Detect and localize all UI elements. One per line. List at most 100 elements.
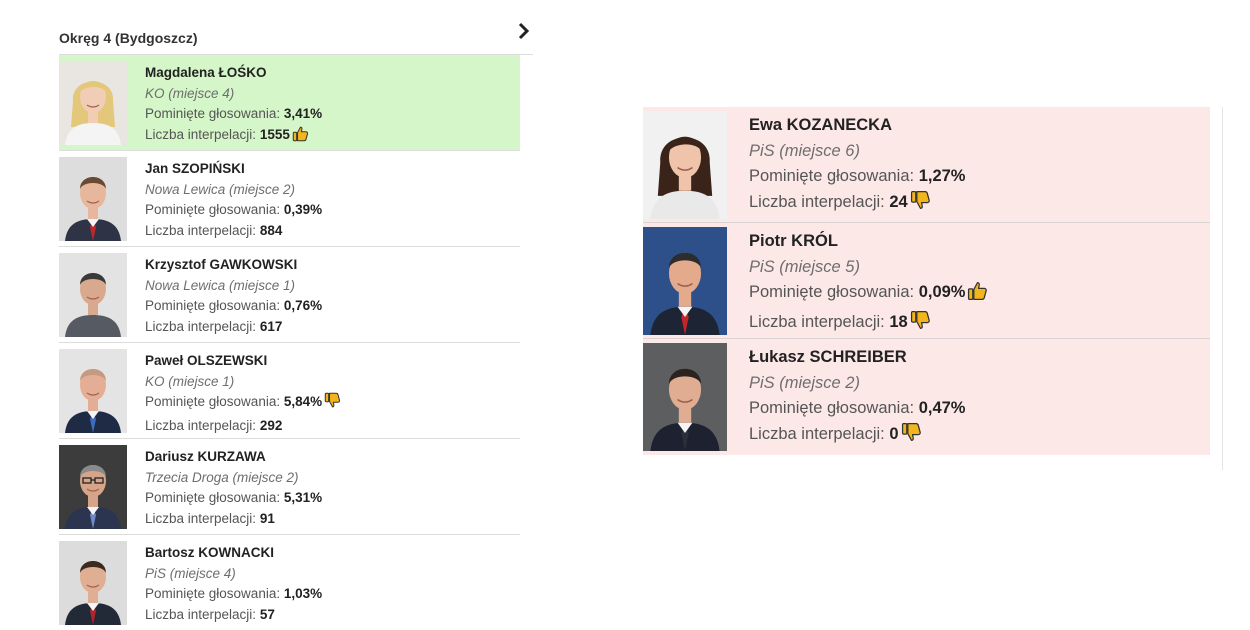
missed-votes-value: 0,39% xyxy=(283,202,323,217)
candidate-info: Paweł OLSZEWSKI KO (miejsce 1) Pominięte… xyxy=(145,351,341,436)
interpellations: Liczba interpelacji: 0 xyxy=(749,422,965,452)
candidate-photo xyxy=(59,61,127,145)
interpellations-value: 24 xyxy=(889,192,908,211)
missed-votes: Pominięte głosowania: 0,39% xyxy=(145,200,322,221)
missed-votes-value: 1,27% xyxy=(918,167,966,185)
candidate-photo xyxy=(643,227,727,335)
candidate-row[interactable]: Bartosz KOWNACKI PiS (miejsce 4) Pominię… xyxy=(59,535,520,630)
candidate-party: KO (miejsce 1) xyxy=(145,373,235,389)
candidate-row[interactable]: Krzysztof GAWKOWSKI Nowa Lewica (miejsce… xyxy=(59,247,520,343)
interpellations-value: 292 xyxy=(259,417,283,433)
candidate-name: Piotr KRÓL xyxy=(749,232,838,250)
interpellations: Liczba interpelacji: 1555 xyxy=(145,125,322,149)
candidate-photo xyxy=(59,541,127,625)
thumbs-down-icon xyxy=(324,392,341,416)
candidate-name: Krzysztof GAWKOWSKI xyxy=(145,257,298,272)
left-panel: Okręg 4 (Bydgoszcz) Magdalena ŁOŚKO KO (… xyxy=(59,22,533,630)
missed-votes-value: 0,76% xyxy=(283,298,323,313)
missed-votes-value: 5,31% xyxy=(283,490,323,505)
candidate-name: Jan SZOPIŃSKI xyxy=(145,161,245,176)
candidate-info: Krzysztof GAWKOWSKI Nowa Lewica (miejsce… xyxy=(145,255,322,337)
missed-votes-value: 3,41% xyxy=(283,106,323,121)
candidate-photo xyxy=(59,445,127,529)
missed-votes-value: 5,84% xyxy=(283,394,323,409)
candidate-name: Dariusz KURZAWA xyxy=(145,449,266,464)
candidate-party: PiS (miejsce 4) xyxy=(145,565,236,581)
candidate-info: Jan SZOPIŃSKI Nowa Lewica (miejsce 2) Po… xyxy=(145,159,322,241)
candidate-row[interactable]: Dariusz KURZAWA Trzecia Droga (miejsce 2… xyxy=(59,439,520,535)
missed-votes: Pominięte głosowania: 5,31% xyxy=(145,488,322,509)
interpellations: Liczba interpelacji: 292 xyxy=(145,416,341,437)
interpellations-value: 1555 xyxy=(259,126,290,142)
candidate-party: PiS (miejsce 2) xyxy=(749,373,860,392)
missed-votes-label: Pominięte głosowania: xyxy=(145,586,284,601)
interpellations-label: Liczba interpelacji: xyxy=(749,424,890,443)
candidate-photo xyxy=(59,253,127,337)
missed-votes-label: Pominięte głosowania: xyxy=(145,106,284,121)
right-panel: Ewa KOZANECKA PiS (miejsce 6) Pominięte … xyxy=(643,107,1210,455)
missed-votes: Pominięte głosowania: 1,27% xyxy=(749,164,965,190)
interpellations-label: Liczba interpelacji: xyxy=(145,510,260,526)
candidate-party: KO (miejsce 4) xyxy=(145,85,235,101)
thumbs-down-icon xyxy=(901,422,922,452)
candidate-party: PiS (miejsce 6) xyxy=(749,141,860,160)
candidate-name: Paweł OLSZEWSKI xyxy=(145,353,268,368)
district-title: Okręg 4 (Bydgoszcz) xyxy=(59,30,198,46)
candidate-row[interactable]: Ewa KOZANECKA PiS (miejsce 6) Pominięte … xyxy=(643,107,1210,223)
interpellations: Liczba interpelacji: 57 xyxy=(145,605,322,626)
missed-votes-value: 1,03% xyxy=(283,586,323,601)
missed-votes-label: Pominięte głosowania: xyxy=(749,283,919,301)
thumbs-down-icon xyxy=(910,310,931,340)
candidate-info: Magdalena ŁOŚKO KO (miejsce 4) Pominięte… xyxy=(145,63,322,148)
panel-header: Okręg 4 (Bydgoszcz) xyxy=(59,22,533,55)
divider xyxy=(1222,107,1223,470)
candidate-row[interactable]: Jan SZOPIŃSKI Nowa Lewica (miejsce 2) Po… xyxy=(59,151,520,247)
candidate-info: Dariusz KURZAWA Trzecia Droga (miejsce 2… xyxy=(145,447,322,529)
candidate-party: Trzecia Droga (miejsce 2) xyxy=(145,469,299,485)
interpellations: Liczba interpelacji: 91 xyxy=(145,509,322,530)
missed-votes-label: Pominięte głosowania: xyxy=(145,298,284,313)
interpellations-label: Liczba interpelacji: xyxy=(749,312,890,331)
candidate-info: Piotr KRÓL PiS (miejsce 5) Pominięte gło… xyxy=(749,229,988,339)
candidate-list-left: Magdalena ŁOŚKO KO (miejsce 4) Pominięte… xyxy=(59,55,520,630)
candidate-name: Bartosz KOWNACKI xyxy=(145,545,275,560)
candidate-row[interactable]: Magdalena ŁOŚKO KO (miejsce 4) Pominięte… xyxy=(59,55,520,151)
missed-votes: Pominięte głosowania: 0,47% xyxy=(749,396,965,422)
interpellations-label: Liczba interpelacji: xyxy=(145,222,260,238)
missed-votes-label: Pominięte głosowania: xyxy=(749,167,919,185)
interpellations: Liczba interpelacji: 18 xyxy=(749,310,988,340)
candidate-photo xyxy=(59,349,127,433)
interpellations-value: 18 xyxy=(889,312,908,331)
missed-votes-label: Pominięte głosowania: xyxy=(145,202,284,217)
candidate-party: Nowa Lewica (miejsce 2) xyxy=(145,181,296,197)
candidate-photo xyxy=(643,343,727,451)
interpellations-label: Liczba interpelacji: xyxy=(145,126,260,142)
missed-votes-label: Pominięte głosowania: xyxy=(145,394,284,409)
candidate-info: Łukasz SCHREIBER PiS (miejsce 2) Pominię… xyxy=(749,345,965,451)
thumbs-up-icon xyxy=(967,280,988,310)
candidate-row[interactable]: Piotr KRÓL PiS (miejsce 5) Pominięte gło… xyxy=(643,223,1210,339)
candidate-name: Magdalena ŁOŚKO xyxy=(145,65,267,80)
thumbs-up-icon xyxy=(292,125,309,149)
interpellations-value: 57 xyxy=(259,606,275,622)
chevron-right-icon[interactable] xyxy=(515,22,533,40)
thumbs-down-icon xyxy=(910,190,931,220)
candidate-photo xyxy=(59,157,127,241)
candidate-row[interactable]: Paweł OLSZEWSKI KO (miejsce 1) Pominięte… xyxy=(59,343,520,439)
candidate-info: Bartosz KOWNACKI PiS (miejsce 4) Pominię… xyxy=(145,543,322,625)
candidate-party: PiS (miejsce 5) xyxy=(749,257,860,276)
candidate-name: Ewa KOZANECKA xyxy=(749,116,893,134)
missed-votes-label: Pominięte głosowania: xyxy=(145,490,284,505)
candidate-name: Łukasz SCHREIBER xyxy=(749,348,907,366)
missed-votes: Pominięte głosowania: 5,84% xyxy=(145,392,341,416)
interpellations-label: Liczba interpelacji: xyxy=(145,417,260,433)
interpellations-label: Liczba interpelacji: xyxy=(749,192,890,211)
interpellations-value: 91 xyxy=(259,510,275,526)
interpellations-value: 884 xyxy=(259,222,283,238)
missed-votes: Pominięte głosowania: 3,41% xyxy=(145,104,322,125)
interpellations: Liczba interpelacji: 24 xyxy=(749,190,965,220)
missed-votes-label: Pominięte głosowania: xyxy=(749,399,919,417)
missed-votes: Pominięte głosowania: 1,03% xyxy=(145,584,322,605)
interpellations: Liczba interpelacji: 884 xyxy=(145,221,322,242)
candidate-row[interactable]: Łukasz SCHREIBER PiS (miejsce 2) Pominię… xyxy=(643,339,1210,455)
